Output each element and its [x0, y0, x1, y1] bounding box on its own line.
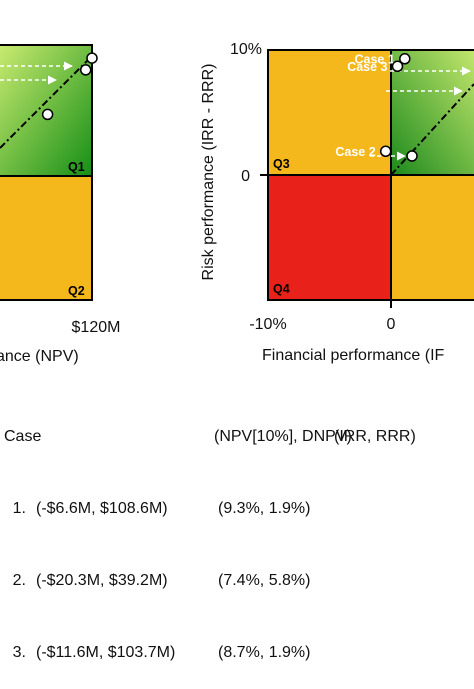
right-y-tick-zero: 0 — [241, 168, 250, 185]
right-q4-quadrant — [268, 175, 391, 300]
table-cell-index: 3. — [12, 644, 26, 661]
table-header-npv: (NPV[10%], DNPV) — [214, 428, 352, 445]
left-point-3 — [41, 108, 54, 121]
right-y-axis-label: Risk performance (IRR - RRR) — [200, 64, 217, 281]
right-x-tick-zero: 0 — [387, 316, 396, 333]
table-cell-npv: (-$6.6M, $108.6M) — [36, 500, 168, 517]
left-x-axis-label: ance (NPV) — [0, 348, 79, 365]
left-point-1 — [86, 52, 98, 64]
right-q3-label: Q3 — [273, 157, 290, 171]
table-row: 1. (-$6.6M, $108.6M) (9.3%, 1.9%) — [4, 497, 416, 521]
right-q3-quadrant — [268, 50, 391, 175]
right-y-tick-top: 10% — [230, 41, 262, 58]
left-q2-label: Q2 — [68, 284, 85, 298]
left-frame — [0, 44, 93, 301]
table-row: 2. (-$20.3M, $39.2M) (7.4%, 5.8%) — [4, 569, 416, 593]
right-lower-right-quadrant — [391, 175, 474, 300]
table-cell-irr: (9.3%, 1.9%) — [218, 500, 311, 517]
case-point-2 — [391, 60, 404, 73]
right-x-axis-label: Financial performance (IF — [262, 347, 445, 364]
left-q2-quadrant — [0, 176, 92, 300]
left-x-tick-label: $120M — [72, 319, 121, 336]
right-q4-label: Q4 — [273, 282, 290, 296]
case-summary-table: Case (NPV[10%], DNPV) (IRR, RRR) 1. (-$6… — [4, 377, 416, 689]
right-q1-quadrant — [391, 50, 474, 175]
table-header-irr: (IRR, RRR) — [334, 428, 416, 445]
left-panel: Q1 Q2 $120M ance (NPV) — [0, 44, 121, 365]
table-header-row: Case (NPV[10%], DNPV) (IRR, RRR) — [4, 425, 416, 449]
right-shifted-point — [406, 150, 418, 162]
left-trend-line — [0, 55, 93, 149]
case-point-1 — [399, 53, 411, 65]
case-point-label-3: Case 2 — [335, 145, 375, 159]
table-cell-irr: (7.4%, 5.8%) — [218, 572, 311, 589]
case-point-label-2: Case 3 — [347, 60, 387, 74]
table-header-case: Case — [4, 428, 42, 445]
left-q1-label: Q1 — [68, 160, 85, 174]
left-point-2 — [79, 64, 92, 76]
table-cell-index: 1. — [12, 500, 26, 517]
table-row: 3. (-$11.6M, $103.7M) (8.7%, 1.9%) — [4, 641, 416, 665]
left-data-points — [41, 52, 98, 121]
case-point-label-1: Case 1 — [354, 52, 394, 66]
table-cell-irr: (8.7%, 1.9%) — [218, 644, 311, 661]
right-x-tick-left: -10% — [249, 316, 286, 333]
table-cell-index: 2. — [12, 572, 26, 589]
table-cell-npv: (-$20.3M, $39.2M) — [36, 572, 168, 589]
case-point-3 — [379, 145, 392, 158]
table-cell-npv: (-$11.6M, $103.7M) — [36, 644, 176, 661]
